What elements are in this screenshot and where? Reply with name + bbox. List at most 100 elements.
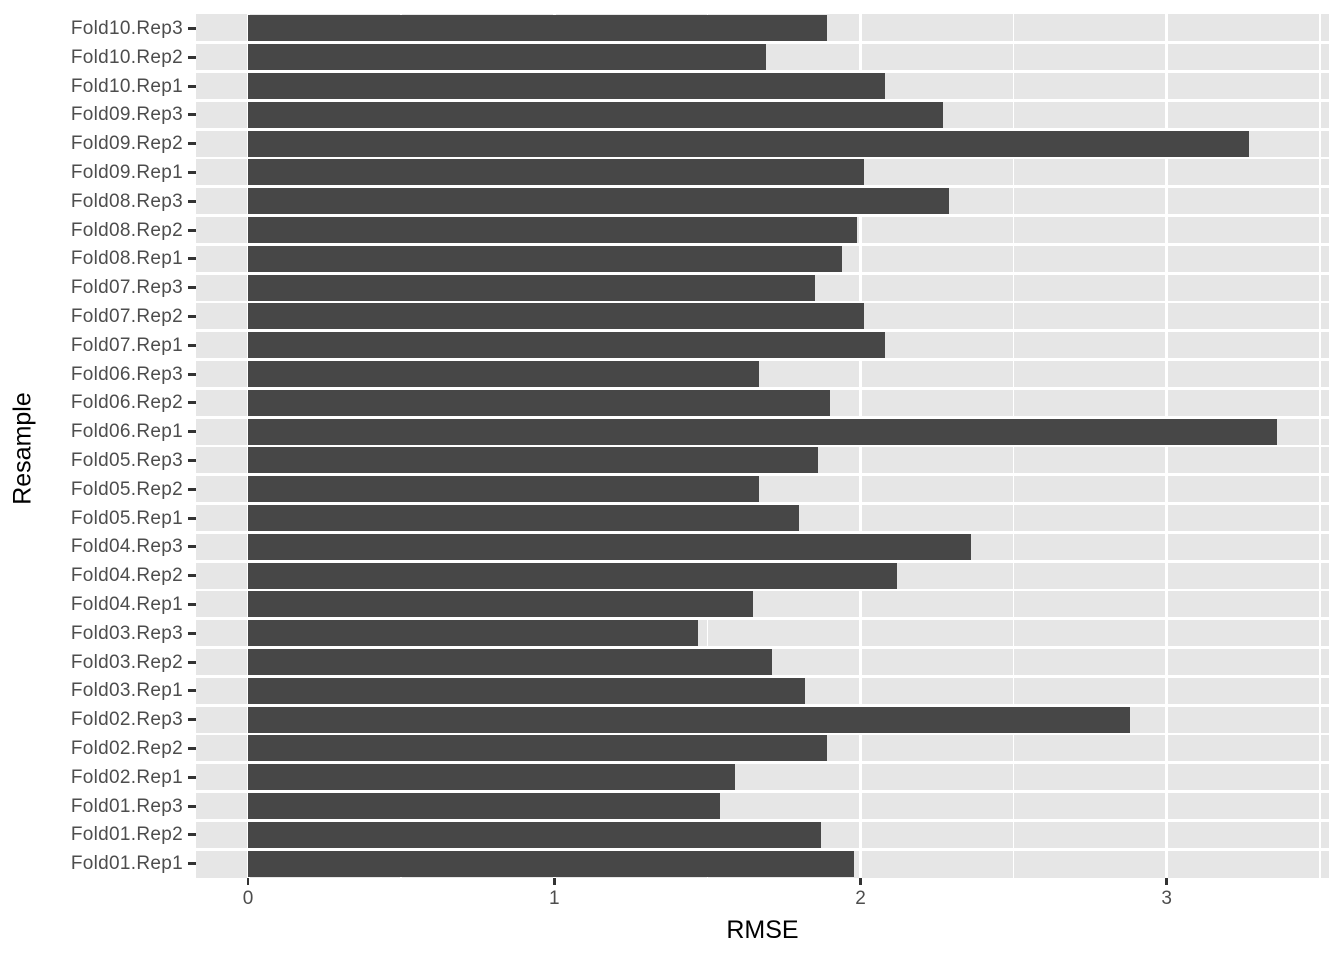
x-tick-mark bbox=[1165, 878, 1168, 885]
y-tick-mark bbox=[188, 631, 196, 635]
bar bbox=[248, 274, 815, 301]
y-tick-label: Fold04.Rep3 bbox=[70, 536, 183, 558]
x-tick-label: 1 bbox=[548, 888, 560, 909]
y-tick-label: Fold10.Rep1 bbox=[70, 75, 183, 97]
row-separator-line bbox=[196, 819, 1329, 822]
y-tick-label: Fold10.Rep3 bbox=[70, 17, 183, 39]
y-tick-label: Fold08.Rep3 bbox=[70, 190, 183, 212]
row-separator-line bbox=[196, 847, 1329, 851]
row-separator-line bbox=[196, 703, 1329, 707]
row-separator-line bbox=[196, 761, 1329, 765]
y-tick-mark bbox=[188, 833, 196, 837]
y-tick-mark bbox=[188, 286, 196, 290]
bar bbox=[248, 591, 754, 618]
row-separator-line bbox=[196, 127, 1329, 131]
row-separator-line bbox=[196, 99, 1329, 102]
y-tick-label: Fold10.Rep2 bbox=[70, 46, 183, 68]
y-tick-mark bbox=[188, 804, 196, 808]
y-tick-label: Fold05.Rep3 bbox=[70, 449, 183, 471]
row-separator-line bbox=[196, 415, 1329, 419]
y-axis-title: Resample bbox=[8, 392, 37, 505]
bar bbox=[248, 677, 806, 704]
row-separator-line bbox=[196, 531, 1329, 534]
bar bbox=[248, 73, 885, 99]
row-separator-line bbox=[196, 300, 1329, 304]
bar bbox=[248, 361, 760, 387]
y-tick-mark bbox=[188, 26, 196, 30]
y-tick-label: Fold06.Rep2 bbox=[70, 392, 183, 414]
y-tick-mark bbox=[188, 142, 196, 146]
row-separator-line bbox=[196, 790, 1329, 793]
bar bbox=[248, 389, 830, 416]
y-tick-label: Fold05.Rep2 bbox=[70, 478, 183, 500]
bar bbox=[248, 15, 827, 42]
x-axis-title: RMSE bbox=[726, 916, 799, 944]
y-tick-label: Fold01.Rep3 bbox=[70, 795, 183, 817]
y-tick-label: Fold07.Rep3 bbox=[70, 277, 183, 299]
row-separator-line bbox=[196, 70, 1329, 73]
bar bbox=[248, 764, 735, 791]
row-separator-line bbox=[196, 617, 1329, 621]
row-separator-line bbox=[196, 444, 1329, 448]
row-separator-line bbox=[196, 185, 1329, 189]
bar bbox=[248, 735, 827, 762]
bar bbox=[248, 620, 699, 647]
y-tick-label: Fold03.Rep2 bbox=[70, 651, 183, 673]
row-separator-line bbox=[196, 732, 1329, 736]
row-separator-line bbox=[196, 271, 1329, 275]
y-tick-mark bbox=[188, 257, 196, 261]
y-tick-label: Fold03.Rep1 bbox=[70, 680, 183, 702]
y-tick-label: Fold06.Rep3 bbox=[70, 363, 183, 385]
row-separator-line bbox=[196, 675, 1329, 678]
y-tick-mark bbox=[188, 228, 196, 232]
y-tick-mark bbox=[188, 55, 196, 59]
row-separator-line bbox=[196, 41, 1329, 45]
y-tick-label: Fold02.Rep1 bbox=[70, 766, 183, 788]
bar bbox=[248, 332, 885, 359]
bar bbox=[248, 44, 766, 71]
y-tick-mark bbox=[188, 862, 196, 866]
y-tick-mark bbox=[188, 545, 196, 549]
bar bbox=[248, 188, 950, 215]
y-tick-label: Fold02.Rep3 bbox=[70, 709, 183, 731]
y-tick-mark bbox=[188, 775, 196, 779]
bar bbox=[248, 447, 818, 474]
bar bbox=[248, 217, 858, 243]
y-tick-label: Fold04.Rep2 bbox=[70, 565, 183, 587]
y-tick-mark bbox=[188, 458, 196, 462]
bar bbox=[248, 533, 971, 560]
y-tick-label: Fold09.Rep1 bbox=[70, 161, 183, 183]
y-tick-mark bbox=[188, 401, 196, 405]
bar bbox=[248, 418, 1277, 445]
bar bbox=[248, 821, 821, 848]
x-tick-label: 0 bbox=[242, 888, 254, 909]
y-tick-mark bbox=[188, 516, 196, 520]
row-separator-line bbox=[196, 646, 1329, 649]
bar bbox=[248, 101, 944, 128]
bar bbox=[248, 706, 1130, 733]
y-tick-label: Fold01.Rep2 bbox=[70, 824, 183, 846]
y-tick-label: Fold08.Rep1 bbox=[70, 248, 183, 270]
x-tick-label: 3 bbox=[1161, 888, 1172, 909]
y-tick-mark bbox=[188, 689, 196, 693]
row-separator-line bbox=[196, 387, 1329, 390]
row-separator-line bbox=[196, 243, 1329, 246]
y-tick-mark bbox=[188, 430, 196, 434]
bar bbox=[248, 562, 898, 589]
bar bbox=[248, 793, 720, 819]
y-tick-mark bbox=[188, 372, 196, 376]
y-tick-label: Fold08.Rep2 bbox=[70, 219, 183, 241]
bar bbox=[248, 159, 864, 186]
y-tick-mark bbox=[188, 487, 196, 491]
y-tick-mark bbox=[188, 602, 196, 606]
y-tick-mark bbox=[188, 343, 196, 347]
row-separator-line bbox=[196, 588, 1329, 592]
row-separator-line bbox=[196, 559, 1329, 563]
y-tick-mark bbox=[188, 660, 196, 664]
y-tick-label: Fold09.Rep2 bbox=[70, 133, 183, 155]
plot-panel bbox=[196, 14, 1329, 878]
y-tick-mark bbox=[188, 746, 196, 750]
x-tick-mark bbox=[553, 878, 556, 885]
y-tick-label: Fold09.Rep3 bbox=[70, 104, 183, 126]
